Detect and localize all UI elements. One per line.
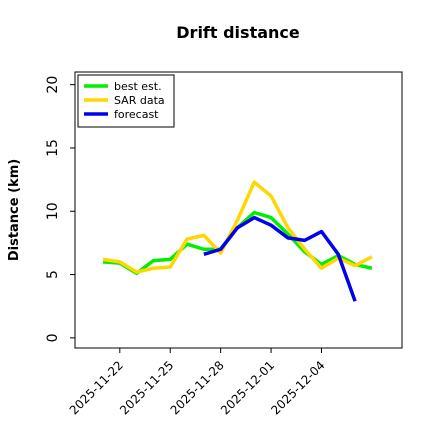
legend-label: forecast: [114, 108, 159, 121]
line: [203, 215, 357, 302]
y-tick-label: 10: [45, 202, 61, 220]
line: [102, 180, 373, 274]
y-tick-label: 20: [45, 76, 61, 94]
y-axis-label: Distance (km): [7, 159, 22, 261]
y-tick-label: 0: [45, 333, 61, 342]
plot-area: [74, 71, 403, 349]
y-tick-label: 5: [45, 270, 61, 279]
legend-label: SAR data: [114, 94, 165, 107]
chart-title: Drift distance: [176, 23, 300, 42]
y-tick-label: 15: [45, 139, 61, 157]
legend-label: best est.: [114, 80, 162, 93]
x-tick-label: 2025-12-04: [268, 358, 327, 417]
